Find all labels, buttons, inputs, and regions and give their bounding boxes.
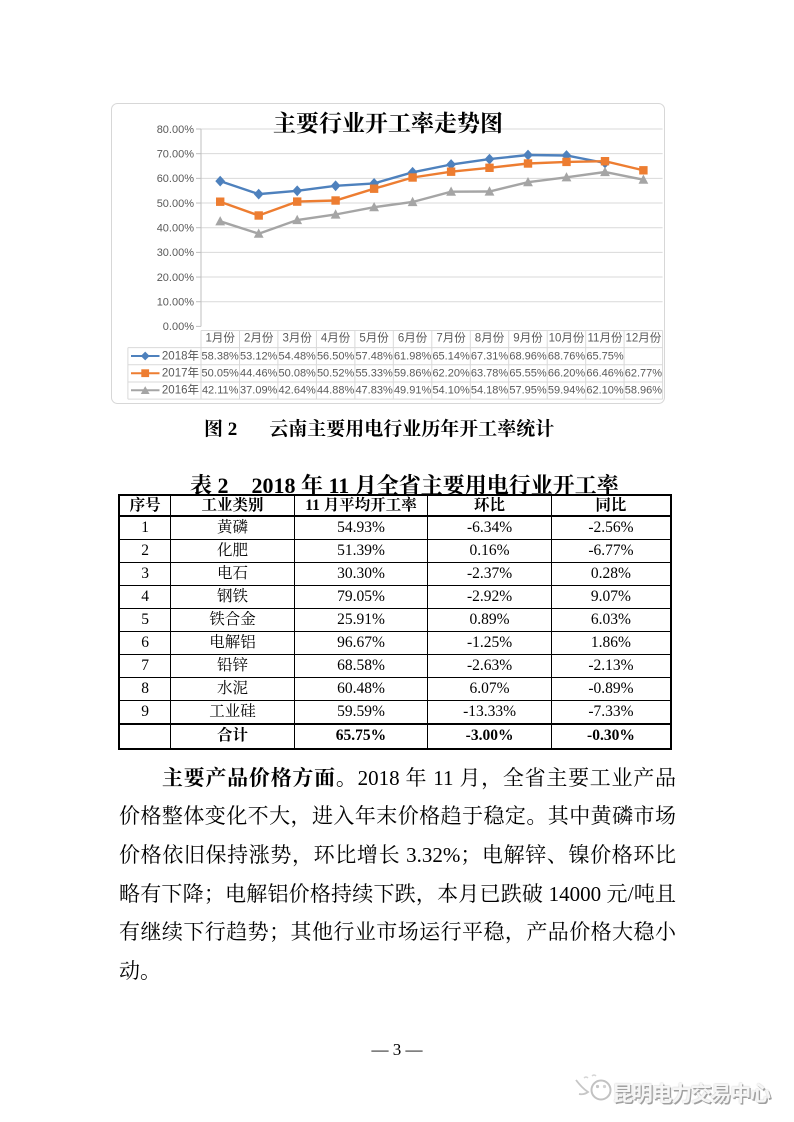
- svg-text:49.91%: 49.91%: [394, 385, 432, 397]
- svg-text:58.38%: 58.38%: [202, 350, 240, 362]
- svg-text:61.98%: 61.98%: [394, 350, 432, 362]
- svg-text:62.20%: 62.20%: [432, 368, 470, 380]
- svg-text:56.50%: 56.50%: [317, 350, 355, 362]
- svg-text:70.00%: 70.00%: [157, 148, 195, 160]
- svg-text:1月份: 1月份: [205, 332, 235, 345]
- svg-text:9月份: 9月份: [513, 332, 543, 345]
- svg-text:62.77%: 62.77%: [625, 368, 663, 380]
- svg-text:58.96%: 58.96%: [625, 385, 663, 397]
- svg-text:8月份: 8月份: [475, 332, 505, 345]
- svg-text:47.83%: 47.83%: [355, 385, 393, 397]
- svg-text:42.11%: 42.11%: [202, 385, 239, 397]
- svg-text:80.00%: 80.00%: [157, 124, 195, 136]
- svg-text:62.10%: 62.10%: [586, 385, 624, 397]
- svg-text:57.95%: 57.95%: [509, 385, 547, 397]
- svg-text:2016年: 2016年: [162, 383, 199, 397]
- svg-text:66.46%: 66.46%: [586, 368, 624, 380]
- svg-text:54.48%: 54.48%: [279, 350, 317, 362]
- svg-text:10月份: 10月份: [549, 332, 585, 345]
- svg-text:50.00%: 50.00%: [157, 198, 195, 210]
- svg-text:59.86%: 59.86%: [394, 368, 432, 380]
- svg-text:68.76%: 68.76%: [548, 350, 586, 362]
- svg-text:0.00%: 0.00%: [163, 321, 194, 333]
- svg-text:54.18%: 54.18%: [471, 385, 509, 397]
- svg-text:2018年: 2018年: [162, 348, 199, 362]
- svg-text:50.52%: 50.52%: [317, 368, 355, 380]
- svg-text:55.33%: 55.33%: [355, 368, 393, 380]
- svg-text:5月份: 5月份: [359, 332, 389, 345]
- svg-text:65.75%: 65.75%: [586, 350, 624, 362]
- svg-text:60.00%: 60.00%: [157, 173, 195, 185]
- svg-text:44.88%: 44.88%: [317, 385, 355, 397]
- svg-text:54.10%: 54.10%: [432, 385, 470, 397]
- svg-text:66.20%: 66.20%: [548, 368, 586, 380]
- svg-text:30.00%: 30.00%: [157, 247, 195, 259]
- svg-text:50.05%: 50.05%: [202, 368, 240, 380]
- svg-text:7月份: 7月份: [436, 332, 466, 345]
- svg-text:4月份: 4月份: [321, 332, 351, 345]
- svg-text:63.78%: 63.78%: [471, 368, 509, 380]
- svg-text:3月份: 3月份: [282, 332, 312, 345]
- svg-text:20.00%: 20.00%: [157, 272, 195, 284]
- svg-text:2月份: 2月份: [244, 332, 274, 345]
- svg-text:50.08%: 50.08%: [279, 368, 317, 380]
- svg-text:6月份: 6月份: [398, 332, 428, 345]
- svg-text:57.48%: 57.48%: [355, 350, 393, 362]
- svg-text:67.31%: 67.31%: [471, 350, 509, 362]
- svg-text:37.09%: 37.09%: [240, 385, 278, 397]
- svg-text:53.12%: 53.12%: [240, 350, 278, 362]
- svg-text:68.96%: 68.96%: [509, 350, 547, 362]
- svg-text:12月份: 12月份: [626, 332, 662, 345]
- svg-text:40.00%: 40.00%: [157, 223, 195, 235]
- svg-text:10.00%: 10.00%: [157, 297, 195, 309]
- svg-text:11月份: 11月份: [588, 332, 623, 345]
- svg-text:2017年: 2017年: [162, 366, 199, 380]
- svg-text:65.55%: 65.55%: [509, 368, 547, 380]
- svg-text:42.64%: 42.64%: [279, 385, 317, 397]
- svg-text:59.94%: 59.94%: [548, 385, 586, 397]
- svg-text:主要行业开工率走势图: 主要行业开工率走势图: [273, 111, 503, 136]
- svg-text:65.14%: 65.14%: [432, 350, 470, 362]
- svg-text:44.46%: 44.46%: [240, 368, 278, 380]
